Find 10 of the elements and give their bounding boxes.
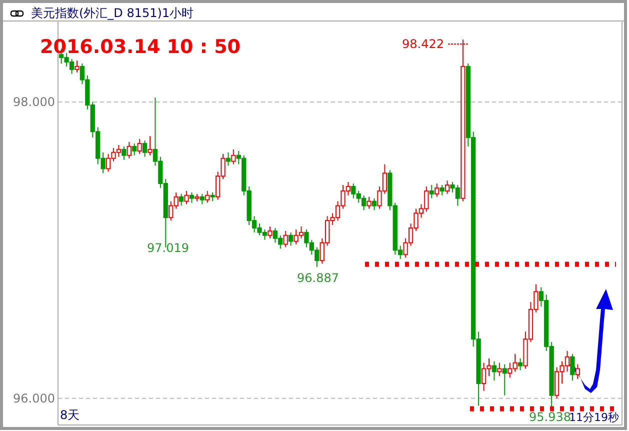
annotation: 2016.03.14 10 : 50: [40, 36, 241, 58]
annotation: 97.019: [147, 241, 189, 255]
annotation: 8天: [60, 408, 80, 422]
y-tick-label: 98.000: [13, 95, 55, 110]
chart-title: 美元指数(外汇_D 8151)1小时: [31, 6, 194, 20]
annotation: 11分19秒: [569, 411, 619, 424]
annotation: 98.422: [402, 37, 444, 51]
y-tick-label: 96.000: [13, 391, 55, 406]
annotation: 95.938: [529, 410, 571, 424]
annotation: 96.887: [297, 271, 339, 285]
